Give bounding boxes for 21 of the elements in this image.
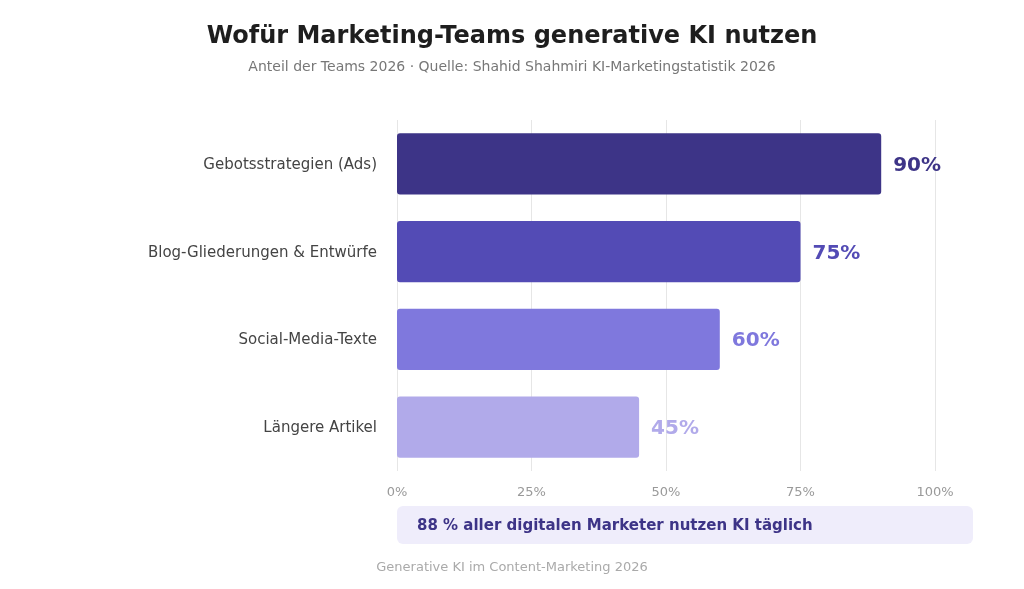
x-tick-label: 25% bbox=[517, 484, 546, 499]
text: Generative KI im Content-Marketing 2026 bbox=[376, 559, 648, 574]
data-label: 60% bbox=[731, 327, 780, 352]
bar bbox=[397, 308, 720, 371]
y-tick-label: Längere Artikel bbox=[263, 418, 377, 437]
data-label: 75% bbox=[812, 239, 861, 264]
x-tick-label: 100% bbox=[916, 484, 954, 499]
data-label: 45% bbox=[651, 415, 699, 440]
bar bbox=[397, 133, 882, 195]
y-tick-label: Gebotsstrategien (Ads) bbox=[203, 154, 377, 173]
bar bbox=[397, 396, 640, 458]
bar bbox=[397, 220, 801, 283]
data-label: 90% bbox=[893, 151, 942, 176]
text: 88 % aller digitalen Marketer nutzen KI täglich bbox=[417, 516, 813, 534]
chart-subtitle: Anteil der Teams 2026 · Quelle: Shahid Shahmiri KI-Marketingstatistik 2026 bbox=[248, 58, 776, 74]
y-tick-label: Blog-Gliederungen & Entwürfe bbox=[147, 242, 377, 261]
y-tick-label: Social-Media-Texte bbox=[238, 330, 377, 349]
x-tick-label: 75% bbox=[786, 484, 815, 499]
x-tick-label: 50% bbox=[651, 484, 681, 499]
x-tick-label: 0% bbox=[386, 484, 408, 499]
chart-title: Wofür Marketing-Teams generative KI nutzen bbox=[206, 21, 818, 49]
